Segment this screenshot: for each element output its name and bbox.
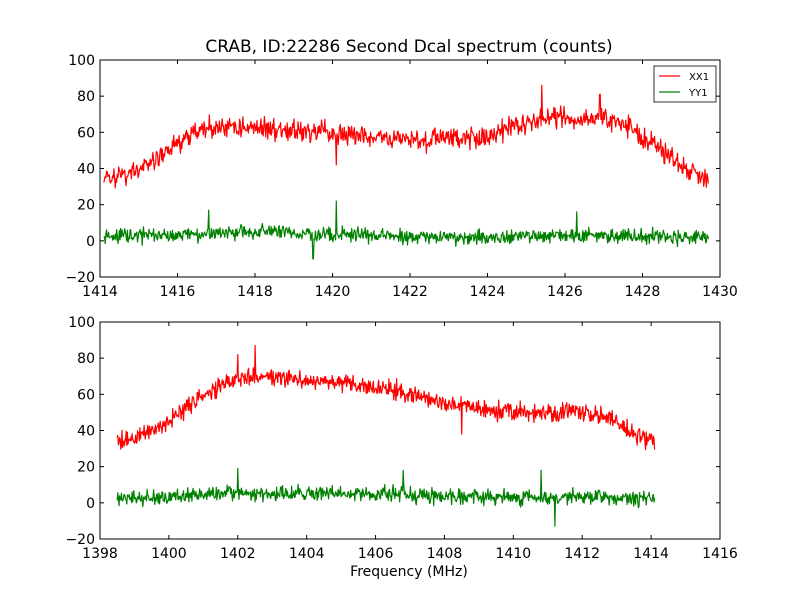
x-tick-label: 1402: [220, 546, 256, 562]
y-tick-label: 40: [77, 162, 95, 178]
x-tick-label: 1418: [237, 284, 273, 300]
legend-box: [653, 65, 717, 103]
x-tick-label: 1404: [289, 546, 325, 562]
series-line-series-0: [116, 344, 656, 451]
x-tick-label: 1422: [392, 284, 428, 300]
y-tick-label: 0: [86, 234, 95, 250]
x-tick-label: 1408: [427, 546, 463, 562]
x-tick-label: 1426: [547, 284, 583, 300]
y-tick-label: 60: [77, 125, 95, 141]
chart-title: CRAB, ID:22286 Second Dcal spectrum (cou…: [205, 37, 612, 57]
x-tick-label: 1416: [702, 546, 738, 562]
legend-label-yy1: YY1: [688, 88, 708, 99]
legend-label-xx1: XX1: [689, 72, 709, 83]
y-tick-label: 100: [68, 53, 95, 69]
series-line-series-1: [116, 467, 656, 527]
x-tick-label: 1406: [358, 546, 394, 562]
x-tick-label: 1430: [702, 284, 738, 300]
top-spectrum-panel: 1414 1416 1418 1420 1422 1424 1426 1428 1430 −20 0…: [65, 53, 737, 300]
series-line-yy1: [103, 200, 709, 260]
x-tick-label: 1420: [315, 284, 351, 300]
x-axis-label: Frequency (MHz): [350, 564, 468, 580]
x-tick-label: 1410: [496, 546, 532, 562]
x-tick-label: 1416: [160, 284, 196, 300]
x-tick-label: 1400: [151, 546, 187, 562]
x-tick-label: 1398: [82, 546, 118, 562]
y-tick-label: 100: [68, 315, 95, 331]
y-tick-label: 80: [77, 351, 95, 367]
x-tick-label: 1414: [82, 284, 118, 300]
y-tick-label: 80: [77, 89, 95, 105]
y-tick-label: 0: [86, 496, 95, 512]
bottom-spectrum-panel: 1398 1400 1402 1404 1406 1408 1410 1412 1414 1416…: [65, 315, 737, 562]
x-tick-label: 1428: [625, 284, 661, 300]
y-tick-label: 20: [77, 198, 95, 214]
y-tick-label: 60: [77, 387, 95, 403]
x-tick-label: 1414: [633, 546, 669, 562]
x-tick-label: 1424: [470, 284, 506, 300]
y-tick-label: −20: [65, 532, 95, 548]
y-tick-label: 40: [77, 424, 95, 440]
y-tick-label: 20: [77, 460, 95, 476]
series-line-xx1: [103, 84, 709, 189]
y-tick-label: −20: [65, 270, 95, 286]
x-tick-label: 1412: [564, 546, 600, 562]
